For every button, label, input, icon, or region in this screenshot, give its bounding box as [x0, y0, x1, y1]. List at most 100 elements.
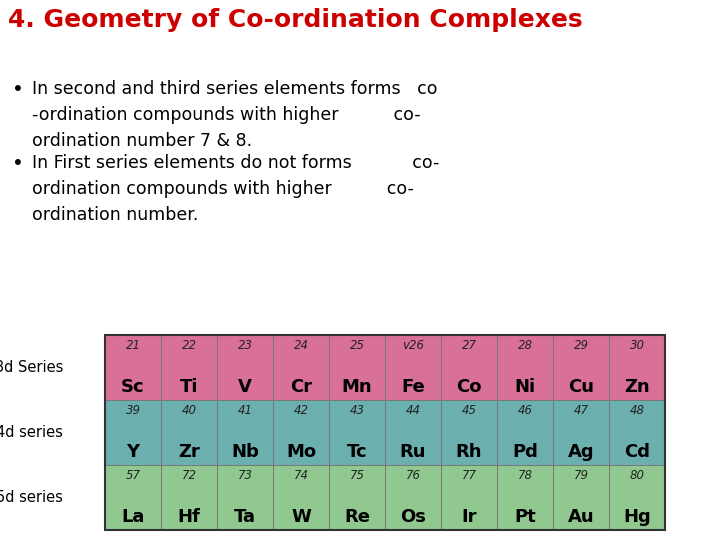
Bar — [105, 400, 161, 465]
Text: Ag: Ag — [567, 443, 594, 461]
Text: 46: 46 — [518, 404, 533, 417]
Text: Tc: Tc — [347, 443, 367, 461]
Text: Cd: Cd — [624, 443, 650, 461]
Text: 75: 75 — [349, 469, 364, 482]
Text: La: La — [121, 508, 145, 526]
Bar — [553, 335, 609, 400]
Bar — [553, 400, 609, 465]
Text: 44: 44 — [405, 404, 420, 417]
Bar — [329, 400, 385, 465]
Text: Co: Co — [456, 378, 482, 396]
Text: 43: 43 — [349, 404, 364, 417]
Text: Ru: Ru — [400, 443, 426, 461]
Text: Cr: Cr — [290, 378, 312, 396]
Text: •: • — [12, 80, 24, 99]
Text: Fe: Fe — [401, 378, 425, 396]
Text: Hf: Hf — [178, 508, 200, 526]
Text: 76: 76 — [405, 469, 420, 482]
Bar — [385, 335, 441, 400]
Text: 74: 74 — [294, 469, 308, 482]
Bar — [105, 335, 161, 400]
Text: 47: 47 — [574, 404, 588, 417]
Text: Mo: Mo — [286, 443, 316, 461]
Bar — [385, 465, 441, 530]
Bar — [441, 400, 497, 465]
Text: 77: 77 — [462, 469, 477, 482]
Bar — [217, 400, 273, 465]
Text: 79: 79 — [574, 469, 588, 482]
Text: 48: 48 — [629, 404, 644, 417]
Text: ordination compounds with higher          co-: ordination compounds with higher co- — [32, 180, 414, 198]
Text: 4d series: 4d series — [0, 425, 63, 440]
Text: Os: Os — [400, 508, 426, 526]
Text: ordination number 7 & 8.: ordination number 7 & 8. — [32, 132, 252, 150]
Text: 72: 72 — [181, 469, 197, 482]
Text: v26: v26 — [402, 339, 424, 352]
Text: Hg: Hg — [623, 508, 651, 526]
Text: 29: 29 — [574, 339, 588, 352]
Bar — [273, 335, 329, 400]
Text: 3d Series: 3d Series — [0, 360, 63, 375]
Text: ordination number.: ordination number. — [32, 206, 199, 224]
Text: V: V — [238, 378, 252, 396]
Text: Ir: Ir — [462, 508, 477, 526]
Bar — [329, 335, 385, 400]
Text: 73: 73 — [238, 469, 253, 482]
Text: 24: 24 — [294, 339, 308, 352]
Text: •: • — [12, 154, 24, 173]
Text: Y: Y — [127, 443, 140, 461]
Text: Sc: Sc — [121, 378, 145, 396]
Text: In First series elements do not forms           co-: In First series elements do not forms co… — [32, 154, 439, 172]
Text: 42: 42 — [294, 404, 308, 417]
Text: 22: 22 — [181, 339, 197, 352]
Text: Re: Re — [344, 508, 370, 526]
Text: Au: Au — [567, 508, 594, 526]
Bar — [161, 400, 217, 465]
Text: W: W — [291, 508, 311, 526]
Text: 28: 28 — [518, 339, 533, 352]
Bar — [161, 465, 217, 530]
Text: -ordination compounds with higher          co-: -ordination compounds with higher co- — [32, 106, 420, 124]
Text: 78: 78 — [518, 469, 533, 482]
Text: Ni: Ni — [514, 378, 536, 396]
Text: 5d series: 5d series — [0, 490, 63, 505]
Text: Rh: Rh — [456, 443, 482, 461]
Bar — [497, 465, 553, 530]
Text: 40: 40 — [181, 404, 197, 417]
Text: 39: 39 — [125, 404, 140, 417]
Bar — [273, 400, 329, 465]
Text: Zn: Zn — [624, 378, 650, 396]
Bar — [609, 335, 665, 400]
Bar — [217, 335, 273, 400]
Bar — [609, 465, 665, 530]
Text: 30: 30 — [629, 339, 644, 352]
Bar — [217, 465, 273, 530]
Text: Pd: Pd — [512, 443, 538, 461]
Text: 27: 27 — [462, 339, 477, 352]
Bar — [497, 400, 553, 465]
Text: Pt: Pt — [514, 508, 536, 526]
Text: 23: 23 — [238, 339, 253, 352]
Bar — [273, 465, 329, 530]
Bar — [497, 335, 553, 400]
Bar — [329, 465, 385, 530]
Bar — [441, 465, 497, 530]
Text: 21: 21 — [125, 339, 140, 352]
Text: Zr: Zr — [178, 443, 200, 461]
Text: 25: 25 — [349, 339, 364, 352]
Text: 57: 57 — [125, 469, 140, 482]
Bar — [441, 335, 497, 400]
Text: 41: 41 — [238, 404, 253, 417]
Text: Mn: Mn — [342, 378, 372, 396]
Text: Ti: Ti — [180, 378, 198, 396]
Text: 45: 45 — [462, 404, 477, 417]
Bar — [161, 335, 217, 400]
Bar — [105, 335, 665, 530]
Bar — [553, 465, 609, 530]
Bar — [385, 400, 441, 465]
Text: 4. Geometry of Co-ordination Complexes: 4. Geometry of Co-ordination Complexes — [8, 8, 582, 32]
Text: Cu: Cu — [568, 378, 594, 396]
Bar — [609, 400, 665, 465]
Text: Ta: Ta — [234, 508, 256, 526]
Text: 80: 80 — [629, 469, 644, 482]
